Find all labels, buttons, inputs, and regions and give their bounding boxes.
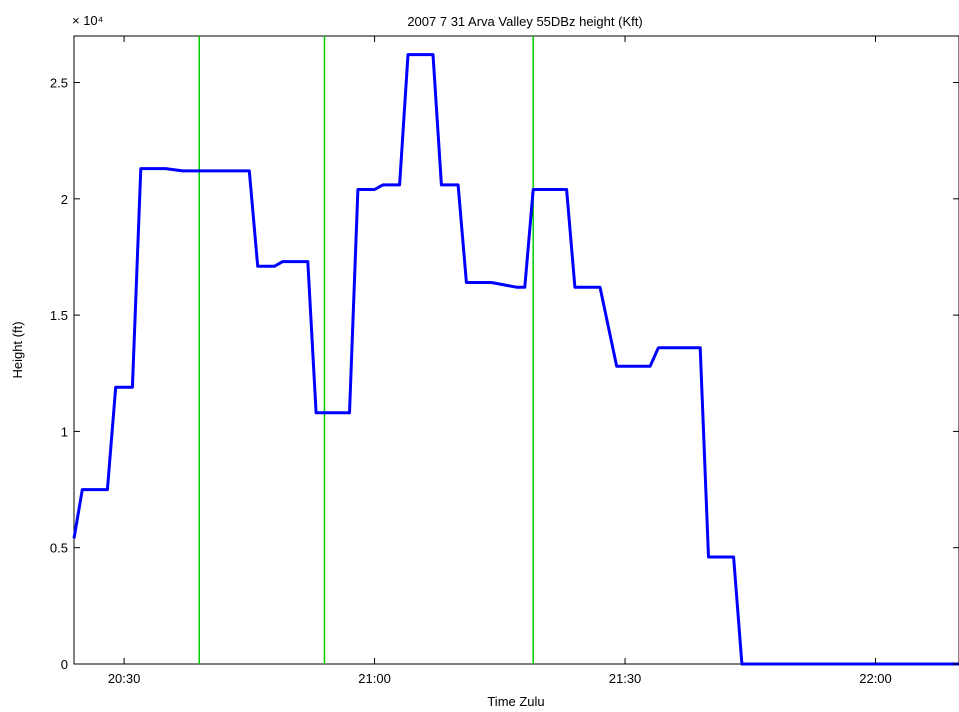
x-tick-label-0: 20:30: [108, 671, 141, 686]
y-axis: 0 0.5 1 1.5 2 2.5: [50, 76, 959, 672]
y-tick-label-3: 1.5: [50, 308, 68, 323]
vertical-markers: [198, 36, 534, 664]
y-tick-label-5: 2.5: [50, 76, 68, 91]
series-line-0: [72, 53, 959, 666]
x-axis-label: Time Zulu: [487, 694, 544, 709]
chart-title: 2007 7 31 Arva Valley 55DBz height (Kft): [407, 14, 642, 29]
x-tick-label-3: 22:00: [859, 671, 892, 686]
y-tick-label-2: 1: [61, 424, 68, 439]
y-tick-label-0: 0: [61, 657, 68, 672]
series-group: [72, 53, 959, 666]
x-tick-label-2: 21:30: [609, 671, 642, 686]
y-tick-label-1: 0.5: [50, 541, 68, 556]
x-tick-label-1: 21:00: [358, 671, 391, 686]
y-tick-label-4: 2: [61, 192, 68, 207]
x-axis: 20:30 21:00 21:30 22:00: [108, 36, 892, 686]
y-axis-label: Height (ft): [10, 321, 25, 378]
y-exponent-label: × 10⁴: [72, 13, 103, 28]
plot-area: [73, 35, 959, 665]
